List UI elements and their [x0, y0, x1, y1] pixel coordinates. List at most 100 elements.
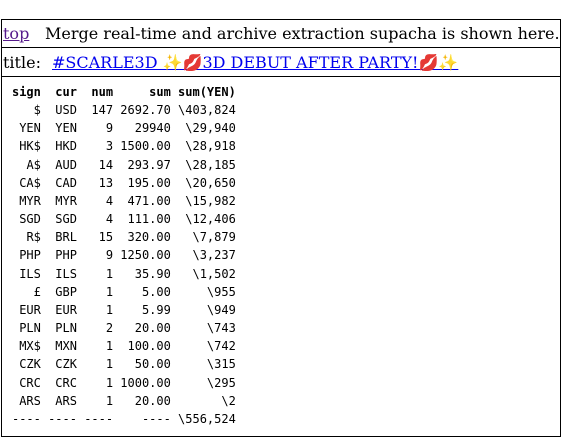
cell: CAD	[55, 175, 77, 190]
cell: MX$	[19, 339, 41, 354]
cell: 320.00	[127, 230, 171, 245]
cell: YEN	[55, 121, 77, 136]
cell: AUD	[55, 157, 77, 172]
cell: SGD	[55, 212, 77, 227]
title-row: title: #SCARLE3D ✨💋3D DEBUT AFTER PARTY!…	[2, 48, 560, 77]
cell: R$	[26, 230, 41, 245]
table-row: CRC CRC 1 1000.00 \295	[12, 374, 252, 392]
cell: PHP	[19, 248, 41, 263]
table-row: PHP PHP 9 1250.00 \3,237	[12, 246, 252, 264]
cell: CZK	[19, 357, 41, 372]
cell: MYR	[19, 193, 41, 208]
cell: 1000.00	[120, 375, 171, 390]
cell: ILS	[19, 266, 41, 281]
cell: 29940	[134, 121, 171, 136]
cell: 14	[98, 157, 114, 172]
cell: EUR	[19, 302, 41, 317]
cell: 1	[105, 302, 114, 317]
table-row: PLN PLN 2 20.00 \743	[12, 319, 252, 337]
table-row: A$ AUD 14 293.97 \28,185	[12, 156, 252, 174]
cell: 35.90	[134, 266, 171, 281]
cell: MYR	[55, 193, 77, 208]
cell: PLN	[55, 321, 77, 336]
cell: 13	[98, 175, 114, 190]
cell: MXN	[55, 339, 77, 354]
cell: \7,879	[192, 230, 236, 245]
table-row: ILS ILS 1 35.90 \1,502	[12, 265, 252, 283]
cell: ARS	[55, 393, 77, 408]
cell: CRC	[55, 375, 77, 390]
column-header: sign cur num sum sum(YEN)	[12, 83, 252, 101]
cell: 9	[105, 121, 114, 136]
cell: £	[33, 284, 41, 299]
cell: 147	[91, 103, 114, 118]
cell: \295	[206, 375, 236, 390]
cell: 195.00	[127, 175, 171, 190]
cell: 15	[98, 230, 114, 245]
header-row: top Merge real-time and archive extracti…	[2, 20, 560, 48]
table-row: R$ BRL 15 320.00 \7,879	[12, 228, 252, 246]
cell: 5.99	[141, 302, 171, 317]
title-label: title:	[3, 53, 41, 72]
cell: BRL	[55, 230, 77, 245]
cell: 1250.00	[120, 248, 171, 263]
cell: 4	[105, 193, 114, 208]
cell: A$	[26, 157, 41, 172]
table-row: YEN YEN 9 29940 \29,940	[12, 119, 252, 137]
cell: 1	[105, 375, 114, 390]
cell: 3	[105, 139, 114, 154]
cell: ILS	[55, 266, 77, 281]
cell: cur	[55, 85, 77, 99]
cell: GBP	[55, 284, 77, 299]
cell: ARS	[19, 393, 41, 408]
cell: HK$	[19, 139, 41, 154]
cell: sum	[149, 85, 171, 99]
cell: \955	[206, 284, 236, 299]
table-row: CA$ CAD 13 195.00 \20,650	[12, 174, 252, 192]
cell: ----	[141, 411, 171, 426]
cell: 2	[105, 321, 114, 336]
cell: HKD	[55, 139, 77, 154]
cell: 1	[105, 357, 114, 372]
cell: \29,940	[185, 121, 236, 136]
cell: \315	[206, 357, 236, 372]
cell: 1	[105, 393, 114, 408]
cell: USD	[55, 103, 77, 118]
cell: 1500.00	[120, 139, 171, 154]
cell: PLN	[19, 321, 41, 336]
cell: \743	[206, 321, 236, 336]
table-row: SGD SGD 4 111.00 \12,406	[12, 210, 252, 228]
cell: 20.00	[134, 393, 171, 408]
cell: num	[91, 85, 114, 99]
cell: ----	[48, 411, 77, 426]
table-row: MX$ MXN 1 100.00 \742	[12, 337, 252, 355]
cell: \556,524	[178, 411, 236, 426]
layout-table: top Merge real-time and archive extracti…	[1, 19, 561, 437]
cell: sign	[11, 85, 41, 99]
cell: 1	[105, 339, 114, 354]
cell: 9	[105, 248, 114, 263]
summary-table: sign cur num sum sum(YEN) $ USD 147 2692.70 \403,…	[12, 83, 252, 428]
cell: 471.00	[127, 193, 171, 208]
description: Merge real-time and archive extraction s…	[45, 24, 560, 43]
table-row: HK$ HKD 3 1500.00 \28,918	[12, 137, 252, 155]
cell: YEN	[19, 121, 41, 136]
cell: ----	[11, 411, 41, 426]
cell: 5.00	[141, 284, 171, 299]
cell: 20.00	[134, 321, 171, 336]
cell: CRC	[19, 375, 41, 390]
cell: CA$	[19, 175, 41, 190]
title-link[interactable]: #SCARLE3D ✨💋3D DEBUT AFTER PARTY!💋✨	[52, 53, 459, 72]
cell: \742	[206, 339, 236, 354]
table-row: $ USD 147 2692.70 \403,824	[12, 101, 252, 119]
cell: sum(YEN)	[178, 85, 236, 99]
top-link[interactable]: top	[3, 24, 30, 43]
cell: \949	[206, 302, 236, 317]
cell: SGD	[19, 212, 41, 227]
cell: EUR	[55, 302, 77, 317]
cell: \2	[221, 393, 236, 408]
cell: 1	[105, 266, 114, 281]
cell: \403,824	[178, 103, 236, 118]
cell: ----	[84, 411, 114, 426]
